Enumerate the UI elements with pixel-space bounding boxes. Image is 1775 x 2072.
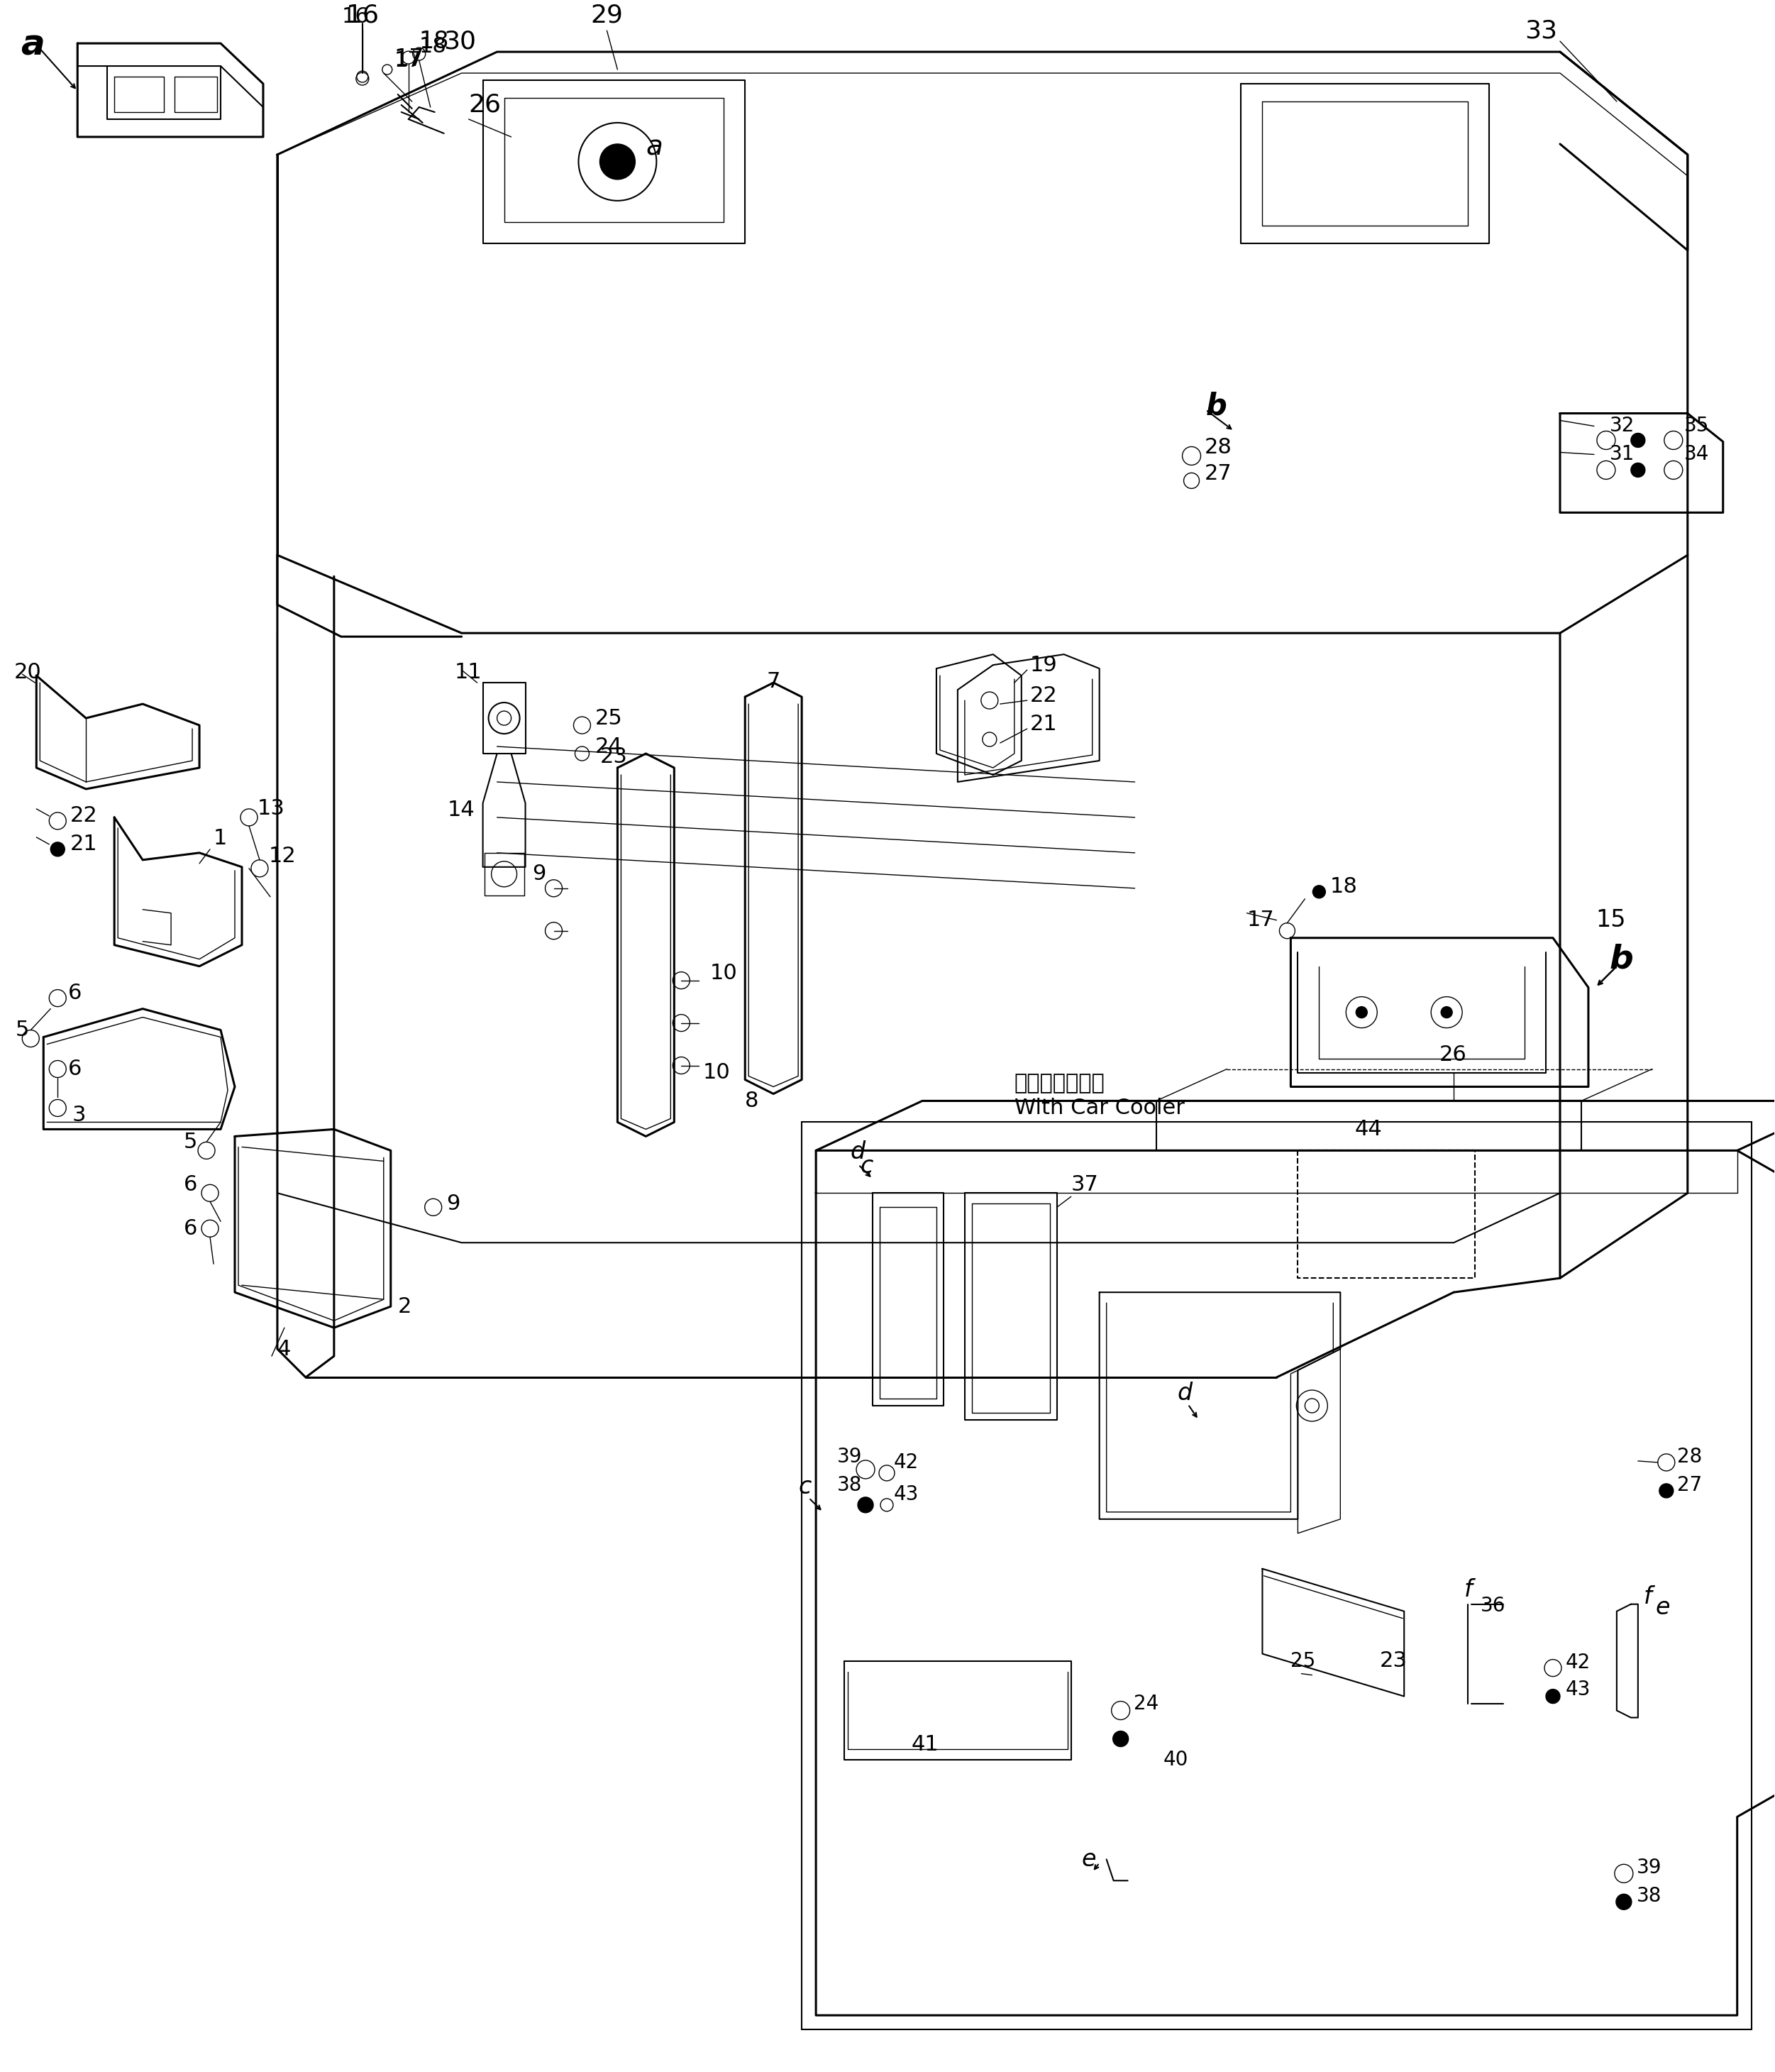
Text: 23: 23 bbox=[1379, 1651, 1408, 1672]
Text: 18: 18 bbox=[419, 35, 447, 56]
Text: 14: 14 bbox=[447, 800, 476, 821]
Text: 6: 6 bbox=[185, 1175, 197, 1196]
Text: 22: 22 bbox=[71, 806, 98, 827]
Text: 17: 17 bbox=[394, 50, 422, 70]
Text: 42: 42 bbox=[1566, 1651, 1590, 1672]
Text: 16: 16 bbox=[341, 6, 369, 27]
Text: 28: 28 bbox=[1677, 1446, 1702, 1467]
Text: d: d bbox=[1177, 1382, 1193, 1405]
Circle shape bbox=[1441, 1007, 1452, 1017]
Text: 27: 27 bbox=[1203, 464, 1232, 485]
Circle shape bbox=[1631, 462, 1645, 477]
Text: 32: 32 bbox=[1610, 416, 1635, 435]
Text: 44: 44 bbox=[1354, 1119, 1383, 1140]
Text: 21: 21 bbox=[71, 835, 98, 854]
Text: 35: 35 bbox=[1684, 416, 1709, 435]
Bar bbox=[802, 1123, 1752, 2028]
Text: 16: 16 bbox=[346, 2, 378, 27]
Text: 5: 5 bbox=[185, 1131, 197, 1152]
Text: 7: 7 bbox=[767, 671, 779, 692]
Text: a: a bbox=[21, 27, 44, 62]
Text: 9: 9 bbox=[446, 1193, 460, 1214]
Text: c: c bbox=[859, 1154, 873, 1177]
Text: 10: 10 bbox=[710, 963, 737, 984]
Text: 17: 17 bbox=[1246, 910, 1274, 930]
Text: f: f bbox=[1644, 1585, 1653, 1608]
Text: 4: 4 bbox=[277, 1339, 291, 1359]
Text: e: e bbox=[1656, 1595, 1670, 1620]
Text: 25: 25 bbox=[1290, 1651, 1315, 1670]
Text: 24: 24 bbox=[595, 736, 623, 756]
Circle shape bbox=[50, 841, 64, 856]
Text: 6: 6 bbox=[67, 1059, 82, 1080]
Circle shape bbox=[1631, 433, 1645, 448]
Text: 41: 41 bbox=[912, 1734, 939, 1755]
Text: 20: 20 bbox=[14, 661, 41, 682]
Text: 28: 28 bbox=[1203, 437, 1232, 458]
Text: d: d bbox=[850, 1140, 864, 1164]
Text: 36: 36 bbox=[1480, 1595, 1505, 1616]
Text: 39: 39 bbox=[838, 1446, 863, 1467]
Text: 12: 12 bbox=[268, 845, 296, 866]
Text: 30: 30 bbox=[444, 29, 476, 54]
Text: 24: 24 bbox=[1134, 1693, 1159, 1714]
Text: 39: 39 bbox=[1637, 1859, 1661, 1877]
Text: With Car Cooler: With Car Cooler bbox=[1014, 1098, 1184, 1119]
Text: 9: 9 bbox=[532, 864, 547, 885]
Text: 25: 25 bbox=[595, 709, 623, 729]
Text: 3: 3 bbox=[71, 1104, 85, 1125]
Text: 18: 18 bbox=[419, 29, 449, 54]
Text: a: a bbox=[646, 135, 662, 162]
Text: 18: 18 bbox=[1329, 876, 1358, 897]
Text: 1: 1 bbox=[213, 829, 227, 850]
Text: 5: 5 bbox=[16, 1019, 28, 1040]
Text: 38: 38 bbox=[838, 1475, 863, 1496]
Text: 2: 2 bbox=[398, 1297, 412, 1318]
Circle shape bbox=[1314, 885, 1326, 897]
Text: 23: 23 bbox=[600, 746, 627, 767]
Text: 15: 15 bbox=[1596, 908, 1626, 932]
Text: 8: 8 bbox=[745, 1090, 760, 1111]
Text: 43: 43 bbox=[1566, 1678, 1590, 1699]
Text: カークーラー付: カークーラー付 bbox=[1014, 1073, 1106, 1094]
Text: 6: 6 bbox=[67, 982, 82, 1003]
Text: 29: 29 bbox=[591, 2, 623, 27]
Text: 26: 26 bbox=[469, 93, 501, 118]
Text: f: f bbox=[1464, 1579, 1473, 1602]
Text: 19: 19 bbox=[1030, 655, 1058, 675]
Circle shape bbox=[1356, 1007, 1367, 1017]
Circle shape bbox=[600, 143, 635, 180]
Text: b: b bbox=[1610, 943, 1633, 976]
Circle shape bbox=[857, 1498, 873, 1513]
Text: 21: 21 bbox=[1030, 713, 1058, 733]
Text: 22: 22 bbox=[1030, 686, 1058, 707]
Text: 40: 40 bbox=[1163, 1751, 1187, 1769]
Text: 6: 6 bbox=[185, 1218, 197, 1239]
Text: 37: 37 bbox=[1070, 1175, 1099, 1196]
Circle shape bbox=[1113, 1730, 1129, 1747]
Text: 11: 11 bbox=[454, 661, 483, 682]
Text: 31: 31 bbox=[1610, 445, 1635, 464]
Circle shape bbox=[1660, 1484, 1674, 1498]
Text: 42: 42 bbox=[895, 1452, 919, 1473]
Text: 34: 34 bbox=[1684, 445, 1709, 464]
Text: c: c bbox=[799, 1475, 811, 1498]
Circle shape bbox=[1546, 1689, 1560, 1703]
Text: e: e bbox=[1081, 1848, 1097, 1871]
Text: 10: 10 bbox=[703, 1063, 730, 1084]
Text: 17: 17 bbox=[394, 48, 424, 70]
Text: 26: 26 bbox=[1440, 1044, 1468, 1065]
Circle shape bbox=[1615, 1894, 1631, 1910]
Text: b: b bbox=[1205, 392, 1227, 421]
Text: 38: 38 bbox=[1637, 1886, 1661, 1906]
Text: 13: 13 bbox=[257, 798, 286, 818]
Text: 27: 27 bbox=[1677, 1475, 1702, 1496]
Text: 33: 33 bbox=[1525, 19, 1557, 44]
Text: 43: 43 bbox=[895, 1484, 919, 1504]
